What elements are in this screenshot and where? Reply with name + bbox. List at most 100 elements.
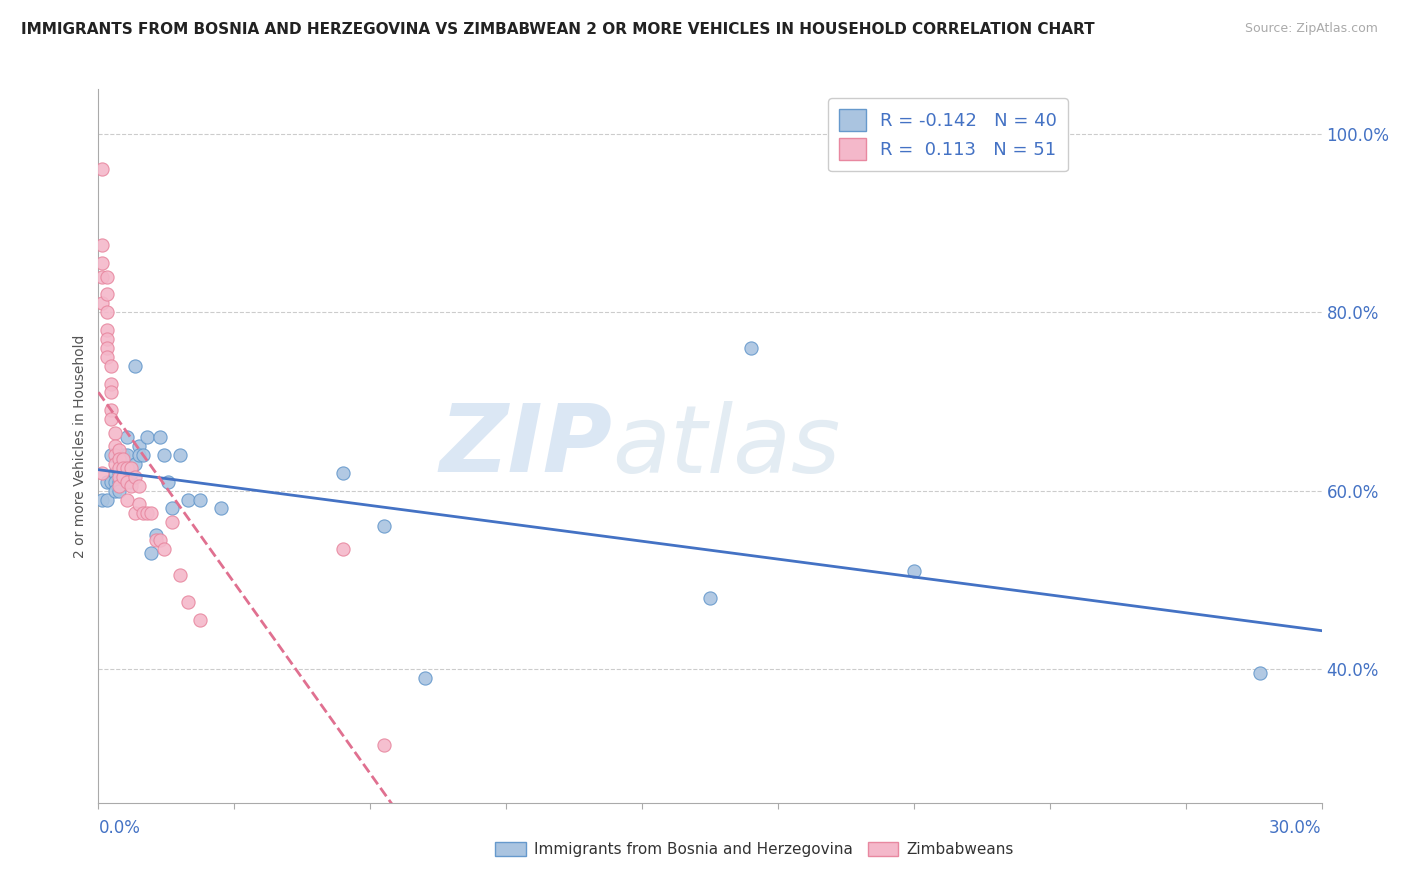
- Point: [100, 385, 122, 400]
- Legend: R = -0.142   N = 40, R =  0.113   N = 51: R = -0.142 N = 40, R = 0.113 N = 51: [828, 98, 1069, 171]
- Point: [141, 546, 163, 560]
- Point: [903, 564, 925, 578]
- Text: atlas: atlas: [612, 401, 841, 491]
- Point: [108, 461, 131, 475]
- Point: [124, 470, 146, 484]
- Point: [149, 533, 172, 547]
- Point: [91, 238, 114, 252]
- Point: [104, 483, 127, 498]
- Point: [91, 162, 114, 177]
- Text: Immigrants from Bosnia and Herzegovina: Immigrants from Bosnia and Herzegovina: [534, 842, 853, 856]
- Bar: [495, 842, 526, 856]
- Point: [124, 457, 146, 471]
- Point: [132, 448, 155, 462]
- Point: [128, 497, 150, 511]
- Point: [111, 461, 134, 475]
- Point: [373, 519, 395, 533]
- Point: [120, 475, 142, 489]
- Point: [124, 359, 146, 373]
- Point: [152, 541, 174, 556]
- Point: [96, 341, 118, 355]
- Point: [177, 492, 200, 507]
- Point: [373, 738, 395, 752]
- Point: [111, 448, 134, 462]
- Point: [91, 296, 114, 310]
- Point: [160, 501, 183, 516]
- Point: [115, 461, 138, 475]
- Point: [111, 470, 134, 484]
- Point: [413, 671, 436, 685]
- Point: [96, 492, 118, 507]
- Point: [188, 492, 212, 507]
- Point: [156, 475, 179, 489]
- Point: [96, 269, 118, 284]
- Text: ZIP: ZIP: [439, 400, 612, 492]
- Point: [128, 448, 150, 462]
- Point: [96, 475, 118, 489]
- Text: Source: ZipAtlas.com: Source: ZipAtlas.com: [1244, 22, 1378, 36]
- Point: [100, 376, 122, 391]
- Point: [177, 595, 200, 609]
- Point: [96, 305, 118, 319]
- Point: [1249, 666, 1271, 681]
- Point: [160, 515, 183, 529]
- Point: [104, 448, 127, 462]
- Point: [96, 323, 118, 337]
- Point: [91, 492, 114, 507]
- Point: [111, 452, 134, 467]
- Point: [115, 430, 138, 444]
- Point: [740, 341, 762, 355]
- Point: [136, 506, 159, 520]
- Point: [104, 425, 127, 440]
- Point: [91, 256, 114, 270]
- Point: [108, 475, 131, 489]
- Point: [96, 350, 118, 364]
- Point: [108, 466, 131, 480]
- Point: [108, 443, 131, 458]
- Point: [152, 448, 174, 462]
- Point: [100, 359, 122, 373]
- Point: [115, 475, 138, 489]
- Point: [128, 439, 150, 453]
- Point: [132, 506, 155, 520]
- Point: [120, 479, 142, 493]
- Point: [169, 568, 191, 582]
- Point: [104, 475, 127, 489]
- Point: [91, 466, 114, 480]
- Text: IMMIGRANTS FROM BOSNIA AND HERZEGOVINA VS ZIMBABWEAN 2 OR MORE VEHICLES IN HOUSE: IMMIGRANTS FROM BOSNIA AND HERZEGOVINA V…: [21, 22, 1095, 37]
- Point: [108, 479, 131, 493]
- Point: [100, 403, 122, 417]
- Y-axis label: 2 or more Vehicles in Household: 2 or more Vehicles in Household: [73, 334, 87, 558]
- Point: [91, 269, 114, 284]
- Point: [169, 448, 191, 462]
- Point: [332, 466, 354, 480]
- Point: [145, 528, 167, 542]
- Point: [141, 506, 163, 520]
- Point: [145, 533, 167, 547]
- Text: 0.0%: 0.0%: [98, 819, 141, 837]
- Point: [104, 466, 127, 480]
- Bar: [868, 842, 898, 856]
- Point: [111, 466, 134, 480]
- Point: [149, 430, 172, 444]
- Point: [100, 475, 122, 489]
- Point: [104, 457, 127, 471]
- Point: [108, 452, 131, 467]
- Point: [108, 470, 131, 484]
- Point: [699, 591, 721, 605]
- Point: [120, 461, 142, 475]
- Text: 30.0%: 30.0%: [1270, 819, 1322, 837]
- Point: [115, 448, 138, 462]
- Point: [332, 541, 354, 556]
- Point: [188, 613, 212, 627]
- Point: [120, 466, 142, 480]
- Point: [96, 287, 118, 301]
- Point: [100, 412, 122, 426]
- Point: [100, 448, 122, 462]
- Point: [115, 492, 138, 507]
- Point: [209, 501, 232, 516]
- Point: [108, 483, 131, 498]
- Point: [124, 506, 146, 520]
- Point: [128, 479, 150, 493]
- Point: [136, 430, 159, 444]
